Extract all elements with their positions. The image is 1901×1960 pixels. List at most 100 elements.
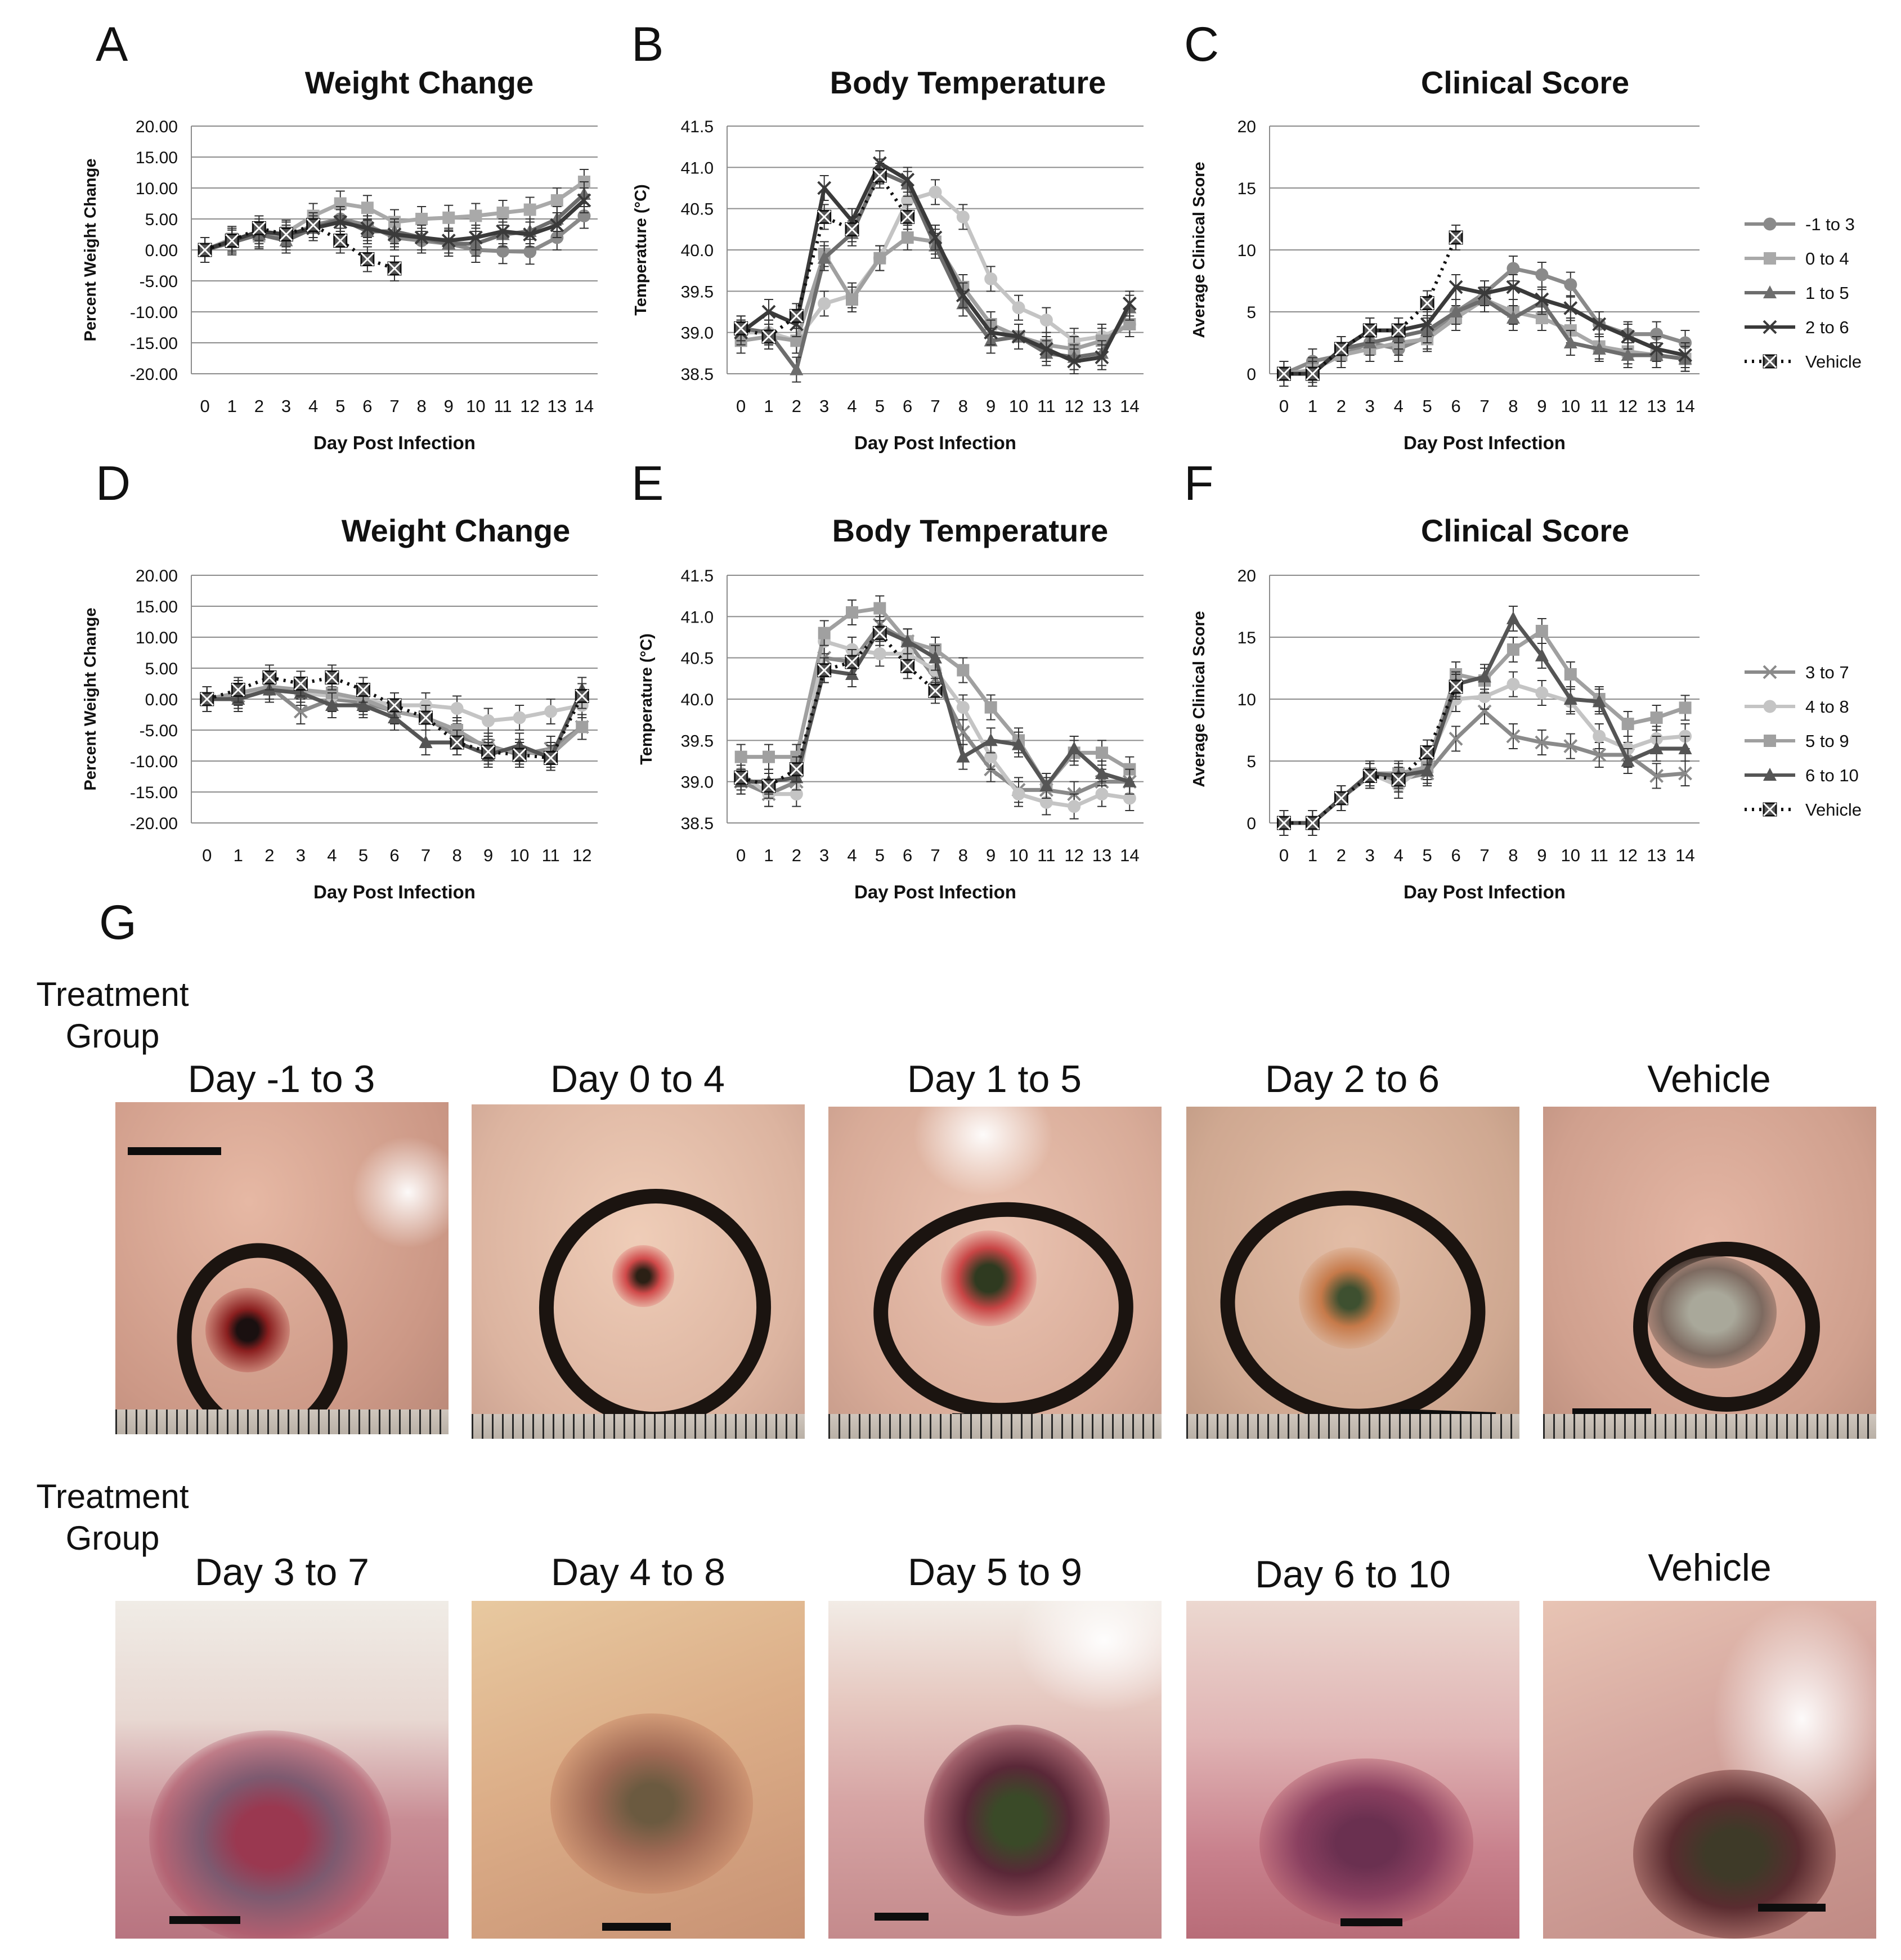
x-tick-label: 9 [986, 396, 996, 416]
x-tick-label: 11 [1590, 845, 1608, 865]
x-tick-label: 7 [1479, 396, 1489, 416]
data-point [1449, 679, 1463, 694]
data-point [356, 683, 370, 697]
data-point [1012, 787, 1025, 801]
y-axis-label: Average Clinical Score [1190, 611, 1208, 787]
data-point [956, 288, 970, 303]
x-tick-label: 7 [930, 396, 940, 416]
data-point [1563, 692, 1577, 705]
data-point [325, 698, 339, 711]
legend-marker [1763, 354, 1777, 369]
y-tick-label: 15 [1238, 629, 1256, 647]
chart-a: Weight Change 20.00 15.00 10.00 5.00 0.00 -5.0… [82, 65, 598, 453]
x-tick-label: 6 [903, 845, 912, 865]
data-point [872, 168, 887, 183]
data-point [575, 689, 589, 703]
data-point [293, 704, 308, 719]
x-tick-label: 10 [1561, 396, 1580, 416]
data-point [442, 211, 455, 224]
data-point [1420, 317, 1434, 332]
x-tick-label: 1 [764, 396, 773, 416]
data-point [1564, 668, 1577, 681]
y-tick-label: -10.00 [130, 753, 178, 771]
chart-title: Weight Change [305, 65, 534, 100]
legend-label: 2 to 6 [1805, 317, 1849, 337]
x-tick-label: 9 [986, 845, 996, 865]
data-point [496, 207, 509, 219]
data-point [900, 659, 915, 673]
y-tick-label: 39.5 [681, 283, 714, 301]
photo-title-vehicle-row1: Vehicle [1647, 1058, 1771, 1100]
data-point [817, 250, 831, 264]
data-point [1012, 737, 1025, 750]
x-tick-label: 0 [200, 396, 209, 416]
data-point [450, 702, 464, 715]
data-point [1535, 686, 1549, 700]
data-point [956, 210, 970, 223]
data-point [1362, 768, 1377, 783]
data-point [262, 670, 277, 684]
x-tick-label: 0 [1279, 845, 1289, 865]
x-tick-label: 12 [1618, 845, 1637, 865]
data-point [1506, 311, 1520, 324]
chart-d: Weight Change 20.00 15.00 10.00 5.00 0.00 -5.0… [82, 513, 598, 902]
data-point [873, 647, 886, 660]
data-point [225, 234, 239, 248]
photo-title-day-0-4: Day 0 to 4 [550, 1058, 725, 1100]
y-tick-label: -5.00 [140, 272, 178, 291]
data-point [1535, 735, 1549, 750]
data-point [845, 222, 859, 236]
data-point [1068, 800, 1081, 813]
x-tick-label: 4 [1394, 845, 1404, 865]
x-tick-label: 14 [1120, 396, 1139, 416]
data-point [872, 626, 887, 641]
chart-title: Weight Change [342, 513, 571, 548]
x-tick-label: 4 [847, 845, 857, 865]
data-point [419, 735, 433, 748]
data-point [1650, 711, 1663, 724]
data-point [1506, 611, 1520, 624]
data-point [928, 230, 943, 245]
chart-e: Body Temperature 41.5 41.0 40.5 40.0 39.5 39.0… [638, 513, 1144, 902]
data-point [1095, 766, 1109, 779]
data-point [1420, 745, 1434, 760]
data-point [1391, 323, 1406, 338]
x-tick-label: 5 [1423, 396, 1432, 416]
data-point [818, 297, 831, 310]
lesion-photo-day-0-4 [472, 1104, 805, 1439]
data-point [1593, 730, 1606, 743]
x-tick-label: 6 [362, 396, 372, 416]
chart-title: Body Temperature [832, 513, 1109, 548]
x-tick-label: 3 [1365, 396, 1375, 416]
x-tick-label: 7 [930, 845, 940, 865]
x-tick-label: 3 [281, 396, 291, 416]
y-tick-label: 5.00 [145, 660, 178, 678]
data-point [984, 325, 998, 340]
data-point [512, 748, 527, 762]
data-point [1621, 329, 1635, 344]
x-tick-label: 10 [1009, 396, 1028, 416]
legend-marker [1763, 217, 1777, 231]
photo-title-day-m1-3: Day -1 to 3 [187, 1058, 375, 1100]
data-point [1592, 748, 1607, 762]
photo-title-day-2-6: Day 2 to 6 [1265, 1058, 1440, 1100]
data-point [761, 305, 776, 319]
x-tick-label: 14 [1120, 845, 1139, 865]
photo-title-day-4-8: Day 4 to 8 [551, 1551, 725, 1594]
data-point [1123, 318, 1136, 330]
data-point [984, 272, 998, 285]
y-tick-label: -5.00 [140, 722, 178, 740]
y-tick-label: 10.00 [136, 180, 178, 198]
y-tick-label: 15.00 [136, 149, 178, 167]
data-point [513, 711, 526, 724]
x-tick-label: 9 [483, 845, 493, 865]
photo-title-day-1-5: Day 1 to 5 [907, 1058, 1082, 1100]
data-point [1592, 694, 1606, 708]
data-point [734, 770, 748, 785]
x-tick-label: 7 [1479, 845, 1489, 865]
y-tick-label: 41.0 [681, 159, 714, 177]
lesion-photo-vehicle-row2 [1543, 1601, 1876, 1939]
data-point [523, 227, 537, 241]
data-point [550, 218, 564, 232]
data-point [544, 751, 558, 765]
